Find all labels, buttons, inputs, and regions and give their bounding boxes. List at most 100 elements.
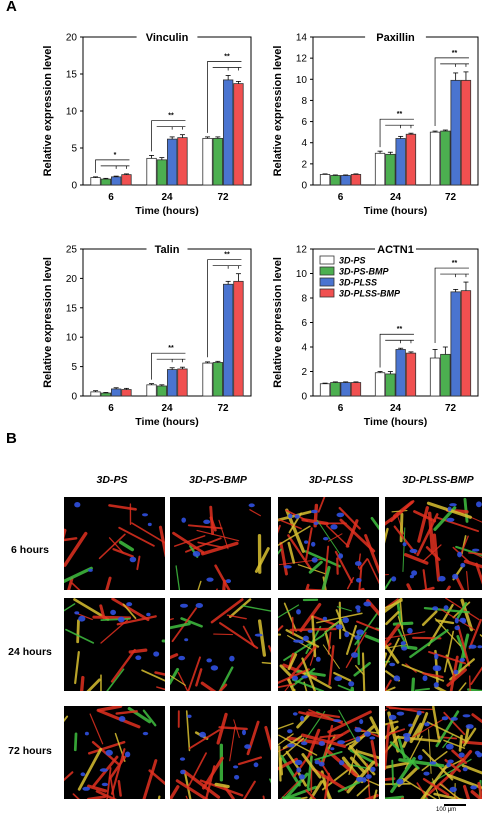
- nucleus: [298, 774, 305, 780]
- y-tick-label: 15: [66, 70, 78, 81]
- fiber: [254, 547, 270, 573]
- row-label-72-hours: 72 hours: [8, 745, 52, 757]
- fiber: [385, 725, 399, 740]
- nucleus: [147, 522, 152, 527]
- fiber: [64, 531, 88, 567]
- fiber: [361, 652, 366, 691]
- fiber: [375, 627, 379, 631]
- nucleus: [457, 551, 462, 558]
- legend-swatch: [319, 288, 335, 298]
- fiber: [80, 675, 85, 691]
- fiber: [397, 616, 409, 649]
- x-tick-label: 72: [217, 403, 229, 414]
- fiber: [278, 525, 311, 547]
- nucleus: [417, 754, 423, 760]
- nucleus: [342, 617, 349, 624]
- fiber: [473, 553, 482, 558]
- bar: [222, 283, 234, 397]
- y-tick-label: 0: [71, 392, 77, 403]
- nucleus: [460, 562, 466, 568]
- fiber: [364, 534, 379, 574]
- fiber: [398, 758, 445, 768]
- fiber: [278, 548, 282, 555]
- nucleus: [433, 682, 439, 688]
- bar: [450, 79, 461, 186]
- fiber: [322, 619, 343, 636]
- nucleus: [313, 521, 319, 525]
- fiber: [339, 518, 376, 553]
- nucleus: [338, 760, 345, 766]
- fiber: [373, 789, 378, 799]
- nucleus: [229, 655, 235, 662]
- fiber: [210, 598, 244, 624]
- nucleus: [429, 761, 437, 765]
- y-tick-label: 6: [301, 117, 307, 128]
- nucleus: [369, 736, 376, 740]
- fiber: [425, 546, 441, 561]
- fiber: [385, 527, 389, 544]
- bar: [111, 388, 122, 397]
- nucleus: [356, 629, 364, 635]
- fiber: [170, 653, 179, 660]
- fiber: [345, 624, 358, 655]
- fiber: [328, 729, 351, 744]
- nucleus: [153, 651, 160, 657]
- y-tick-label: 8: [301, 294, 307, 305]
- nucleus: [409, 548, 418, 554]
- nucleus: [446, 517, 455, 522]
- nucleus: [453, 669, 459, 675]
- fiber: [175, 779, 209, 799]
- fiber: [215, 588, 218, 590]
- fiber: [294, 796, 308, 799]
- fiber: [170, 618, 174, 621]
- fiber: [404, 735, 423, 770]
- fiber: [386, 728, 406, 736]
- fiber: [278, 745, 282, 782]
- nucleus: [356, 776, 364, 782]
- fiber: [109, 755, 127, 780]
- nucleus: [296, 767, 302, 773]
- nucleus: [389, 662, 396, 667]
- nucleus: [354, 635, 362, 640]
- nucleus: [318, 761, 325, 767]
- x-tick-label: 24: [161, 192, 173, 203]
- fiber: [449, 655, 459, 691]
- nucleus: [423, 771, 430, 776]
- y-tick-label: 20: [66, 274, 78, 285]
- fiber: [233, 719, 240, 739]
- fiber: [204, 765, 216, 799]
- sig-bracket: [379, 333, 414, 368]
- sig-label: **: [224, 252, 230, 259]
- nucleus: [184, 638, 189, 642]
- fiber: [110, 748, 126, 795]
- fiber: [64, 771, 74, 782]
- fiber: [87, 784, 108, 793]
- fiber: [305, 583, 310, 590]
- nucleus: [323, 537, 329, 541]
- fiber: [218, 519, 229, 550]
- fiber: [218, 666, 234, 691]
- nucleus: [447, 759, 454, 764]
- nucleus: [294, 514, 300, 519]
- nucleus: [447, 506, 452, 512]
- fiber: [262, 795, 265, 799]
- nucleus: [296, 609, 301, 615]
- chart-title: ACTN1: [377, 244, 414, 256]
- fiber: [97, 706, 123, 712]
- sig-bracket: [95, 159, 130, 173]
- sig-bracket: [207, 259, 242, 358]
- sig-bracket: [379, 118, 414, 148]
- fiber: [355, 664, 365, 676]
- fiber: [422, 672, 444, 679]
- nucleus: [391, 576, 397, 582]
- fiber: [303, 681, 308, 691]
- nucleus: [458, 752, 465, 758]
- y-tick-label: 10: [66, 333, 78, 344]
- fiber: [195, 668, 203, 687]
- nucleus: [299, 639, 304, 644]
- bar: [330, 175, 341, 186]
- bar: [100, 178, 111, 186]
- fiber: [428, 729, 432, 774]
- fiber: [385, 777, 396, 781]
- y-tick-label: 8: [301, 96, 307, 107]
